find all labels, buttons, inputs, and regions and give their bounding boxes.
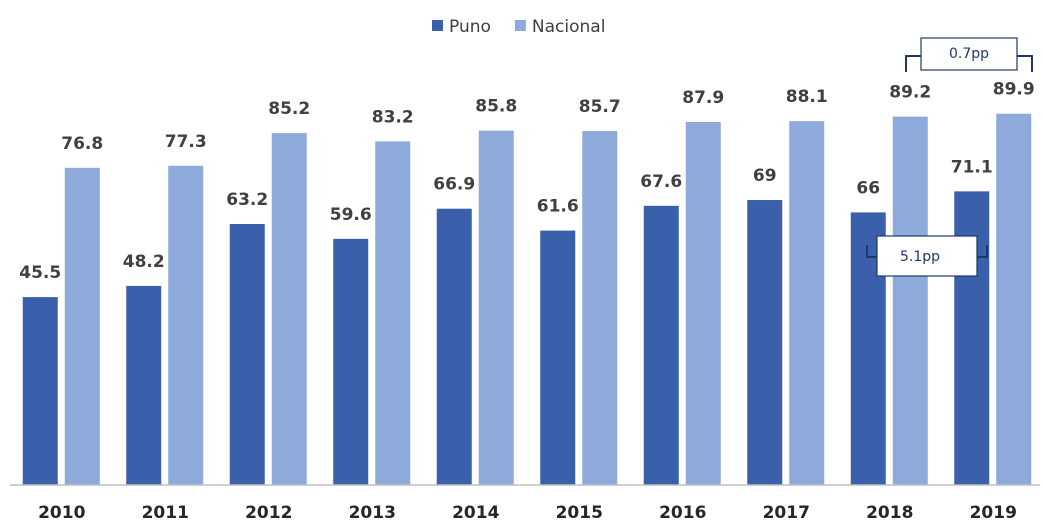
bar xyxy=(643,205,679,485)
annotation-label: 0.7pp xyxy=(949,46,989,62)
x-tick-label: 2011 xyxy=(142,503,189,521)
x-tick-label: 2018 xyxy=(866,503,913,521)
x-tick-label: 2010 xyxy=(38,503,85,521)
value-label: 71.1 xyxy=(951,157,993,177)
annotation-bottom: 5.1pp xyxy=(866,235,988,277)
bar xyxy=(271,133,307,485)
annotation-top: 0.7pp xyxy=(905,37,1033,72)
x-tick-label: 2013 xyxy=(349,503,396,521)
value-label: 85.2 xyxy=(268,99,310,119)
bar xyxy=(168,165,204,485)
bar xyxy=(375,141,411,485)
bar xyxy=(540,230,576,485)
value-label: 85.8 xyxy=(475,97,517,117)
legend-swatch xyxy=(432,20,443,31)
bar xyxy=(333,238,369,485)
bar xyxy=(229,223,265,485)
bar xyxy=(789,121,825,485)
annotation-box xyxy=(920,37,1018,71)
value-label: 89.9 xyxy=(993,80,1035,100)
value-label: 66 xyxy=(856,178,880,198)
bar xyxy=(436,208,472,485)
legend-label: Nacional xyxy=(532,17,606,37)
value-label: 85.7 xyxy=(579,97,621,117)
bar xyxy=(478,130,514,485)
bar xyxy=(892,116,928,485)
value-label: 66.9 xyxy=(433,175,475,195)
value-label: 77.3 xyxy=(165,132,207,152)
bar xyxy=(582,131,618,485)
value-label: 63.2 xyxy=(226,190,268,210)
bar xyxy=(22,297,58,485)
x-tick-label: 2012 xyxy=(245,503,292,521)
value-label: 67.6 xyxy=(640,172,682,192)
x-tick-label: 2016 xyxy=(659,503,706,521)
bar xyxy=(685,121,721,486)
x-tick-label: 2017 xyxy=(763,503,810,521)
bar xyxy=(996,113,1032,485)
x-tick-label: 2015 xyxy=(556,503,603,521)
legend-label: Puno xyxy=(449,17,491,37)
value-label: 45.5 xyxy=(19,263,61,283)
value-label: 83.2 xyxy=(372,107,414,127)
value-label: 61.6 xyxy=(537,197,579,217)
x-tick-label: 2014 xyxy=(452,503,499,521)
value-label: 69 xyxy=(753,166,777,186)
bar xyxy=(747,200,783,485)
legend-swatch xyxy=(514,20,526,31)
value-label: 89.2 xyxy=(889,83,931,103)
value-label: 59.6 xyxy=(330,205,372,225)
value-label: 76.8 xyxy=(61,134,103,154)
value-label: 88.1 xyxy=(786,87,828,107)
value-label: 87.9 xyxy=(682,88,724,108)
bar xyxy=(126,285,162,485)
value-label: 48.2 xyxy=(123,252,165,272)
x-tick-label: 2019 xyxy=(970,503,1017,521)
bar xyxy=(64,167,100,486)
annotation-box xyxy=(876,235,978,277)
annotation-label: 5.1pp xyxy=(900,249,940,265)
